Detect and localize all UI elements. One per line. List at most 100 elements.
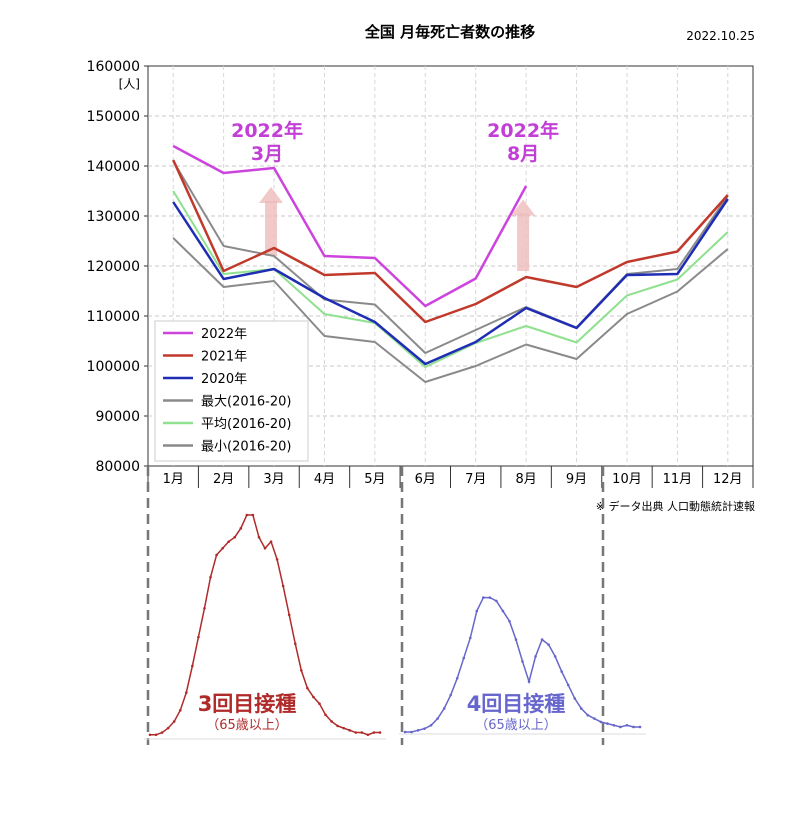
inset-point — [625, 723, 629, 727]
inset-point — [251, 513, 255, 517]
series-line — [172, 237, 729, 383]
series-line — [172, 144, 528, 308]
inset-label: 4回目接種 — [467, 692, 566, 716]
chart-title: 全国 月毎死亡者数の推移 — [364, 23, 535, 41]
inset-label: 3回目接種 — [198, 692, 297, 716]
x-tick-label: 3月 — [263, 472, 284, 487]
inset-point — [324, 713, 327, 717]
y-tick-label: 150000 — [87, 109, 140, 125]
inset-point — [553, 655, 557, 658]
series-line — [172, 159, 729, 324]
inset-point — [455, 676, 459, 680]
inset-point — [287, 613, 291, 617]
inset-point — [209, 575, 212, 579]
x-tick-label: 5月 — [364, 472, 385, 487]
inset-point — [245, 513, 249, 517]
x-tick-label: 11月 — [663, 472, 693, 487]
inset-point — [436, 717, 439, 720]
inset-point — [366, 733, 370, 737]
inset-point — [482, 596, 485, 599]
inset-point — [410, 730, 413, 734]
inset-point — [514, 638, 518, 641]
inset-point — [160, 731, 164, 734]
x-tick-label: 2月 — [213, 472, 234, 487]
legend-label: 最小(2016-20) — [201, 440, 291, 455]
legend-label: 2022年 — [201, 327, 247, 342]
y-axis-unit: [人] — [119, 77, 140, 91]
inset-point — [372, 731, 376, 734]
inset-point — [527, 680, 531, 683]
inset-point — [442, 707, 446, 710]
inset-point — [416, 729, 420, 732]
inset-point — [185, 691, 188, 694]
inset-point — [586, 713, 590, 717]
y-tick-label: 140000 — [87, 159, 140, 175]
chart-date: 2022.10.25 — [686, 29, 755, 43]
inset-point — [606, 722, 609, 725]
inset-point — [560, 670, 563, 673]
inset-point — [495, 599, 498, 603]
inset-point — [566, 683, 570, 687]
inset-point — [619, 725, 622, 729]
inset-point — [330, 720, 333, 723]
x-tick-label: 6月 — [415, 472, 436, 487]
annotation-month: 3月 — [251, 143, 283, 165]
inset-point — [403, 730, 407, 734]
x-tick-label: 7月 — [465, 472, 486, 487]
y-tick-label: 120000 — [87, 259, 140, 275]
inset-point — [423, 727, 426, 730]
inset-point — [573, 697, 577, 700]
inset-point — [227, 540, 230, 543]
inset-sublabel: （65歳以上） — [206, 718, 288, 733]
inset-point — [508, 619, 511, 623]
inset-point — [233, 535, 237, 539]
inset-point — [599, 720, 603, 724]
inset-point — [378, 731, 382, 734]
inset-point — [281, 584, 285, 588]
inset-point — [348, 729, 352, 732]
inset-point — [521, 660, 524, 663]
series-line — [172, 198, 729, 366]
legend-label: 2021年 — [201, 350, 247, 365]
inset-point — [360, 731, 364, 734]
series-line — [172, 160, 729, 354]
inset-point — [336, 724, 339, 728]
inset-point — [263, 547, 267, 550]
x-tick-label: 4月 — [314, 472, 335, 487]
x-tick-label: 8月 — [515, 472, 536, 487]
inset-point — [449, 693, 452, 697]
inset-point — [318, 702, 321, 705]
inset-point — [612, 723, 616, 727]
inset-point — [269, 540, 273, 543]
y-tick-label: 110000 — [87, 309, 140, 325]
inset-point — [191, 664, 194, 668]
annotation-year: 2022年 — [231, 119, 303, 142]
inset-point — [178, 709, 182, 712]
arrow-shaft — [265, 201, 278, 256]
y-tick-label: 160000 — [87, 59, 140, 75]
annotation-year: 2022年 — [487, 119, 559, 142]
arrow-head — [511, 199, 536, 216]
inset-point — [239, 527, 243, 530]
inset-point — [312, 695, 315, 699]
inset-point — [462, 656, 466, 660]
arrow-head — [259, 187, 284, 203]
y-tick-label: 100000 — [87, 359, 140, 375]
legend-box — [154, 320, 309, 462]
annotation-arrows — [259, 187, 536, 271]
vaccination-insets: 3回目接種 （65歳以上） 4回目接種 （65歳以上） — [144, 466, 646, 745]
inset-sublabel: （65歳以上） — [475, 718, 557, 733]
inset-point — [501, 609, 505, 613]
x-tick-label: 9月 — [566, 472, 587, 487]
inset-point — [534, 655, 537, 658]
inset-point — [172, 720, 176, 723]
inset-point — [632, 725, 635, 729]
inset-point — [197, 635, 200, 639]
inset-point — [540, 638, 544, 641]
inset-point — [429, 723, 433, 727]
inset-point — [215, 553, 218, 557]
y-tick-label: 80000 — [95, 459, 140, 475]
